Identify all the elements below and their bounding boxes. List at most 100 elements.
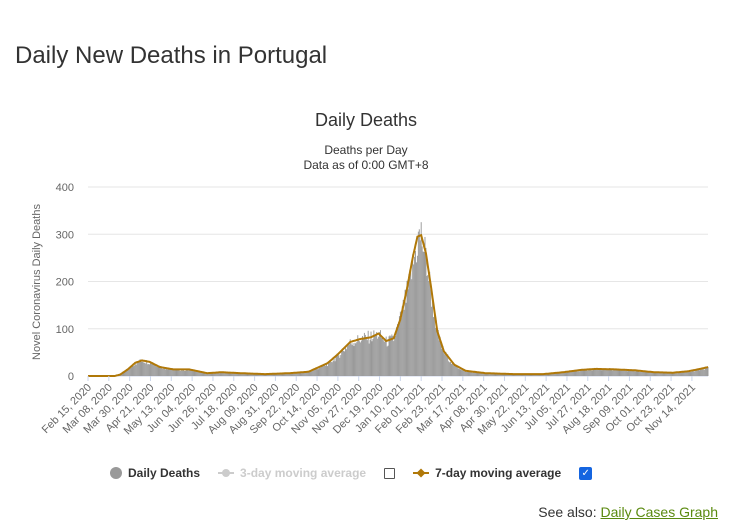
bar <box>676 372 678 376</box>
bar <box>503 374 505 376</box>
bar <box>410 269 412 376</box>
bar <box>641 371 643 376</box>
bar <box>437 330 439 376</box>
bar <box>381 336 383 376</box>
bar <box>221 372 223 376</box>
bar <box>345 349 347 376</box>
bar <box>253 374 255 376</box>
bar <box>587 370 589 376</box>
bar <box>389 335 391 376</box>
bar <box>363 332 365 376</box>
bar <box>470 371 472 376</box>
bar <box>453 363 455 376</box>
bar <box>495 374 497 376</box>
bar <box>494 373 496 376</box>
bar-series-daily-deaths <box>114 222 709 376</box>
bar <box>550 373 552 376</box>
bar <box>384 339 386 376</box>
bar <box>333 358 335 376</box>
bar <box>292 373 294 376</box>
bar <box>399 311 401 376</box>
bar <box>348 344 350 376</box>
bar <box>609 368 611 376</box>
bar <box>632 370 634 376</box>
bar <box>628 370 630 376</box>
bar <box>490 373 492 376</box>
bar <box>220 372 221 376</box>
bar <box>150 362 151 376</box>
bar <box>183 369 185 376</box>
bar <box>177 369 179 376</box>
bar <box>549 373 551 376</box>
bar <box>592 368 594 376</box>
bar <box>567 371 569 376</box>
see-also-label: See also: <box>538 504 597 520</box>
bar <box>590 368 592 376</box>
bar <box>149 364 150 376</box>
bar <box>468 371 470 376</box>
bar <box>440 343 442 376</box>
bar <box>685 371 687 376</box>
bar <box>153 364 155 376</box>
bar <box>448 361 450 376</box>
bar <box>422 251 424 376</box>
bar <box>438 340 440 376</box>
bar <box>461 370 463 376</box>
checkbox-7-day-average[interactable]: ✓ <box>579 466 593 480</box>
bar <box>679 372 681 376</box>
bar <box>624 370 626 376</box>
bar <box>415 251 416 376</box>
bar <box>611 370 613 376</box>
daily-cases-graph-link[interactable]: Daily Cases Graph <box>600 504 719 520</box>
bar <box>398 316 400 376</box>
bar <box>172 368 174 376</box>
bar <box>562 372 564 376</box>
bar <box>313 370 315 376</box>
bar <box>430 289 432 376</box>
bar <box>652 372 654 376</box>
bar <box>126 370 128 376</box>
bar <box>354 342 356 376</box>
bar <box>510 374 512 376</box>
bar <box>179 370 181 376</box>
bar <box>350 343 352 376</box>
bar <box>412 254 414 376</box>
bar <box>168 368 170 376</box>
bar <box>360 342 362 376</box>
bar <box>391 334 393 376</box>
bar <box>454 365 456 376</box>
bar <box>569 372 571 376</box>
bar <box>434 327 436 376</box>
bar <box>639 371 641 376</box>
bar <box>663 372 665 376</box>
bar <box>344 351 345 376</box>
bar <box>650 371 652 376</box>
legend-item-daily-deaths[interactable]: Daily Deaths <box>110 466 200 480</box>
bar <box>250 373 252 376</box>
bar <box>134 364 136 376</box>
bar <box>426 275 428 376</box>
legend-item-7-day-average[interactable]: 7-day moving average <box>413 466 561 480</box>
bar <box>428 280 430 376</box>
bar <box>206 373 208 376</box>
bar <box>375 334 377 376</box>
y-tick-label: 400 <box>56 182 74 194</box>
bar <box>636 371 638 376</box>
bar <box>468 371 469 376</box>
bar <box>661 373 663 376</box>
bar <box>524 374 526 376</box>
bar <box>226 372 228 376</box>
bar <box>545 374 547 376</box>
bar <box>493 373 495 376</box>
bar <box>554 373 556 376</box>
bar <box>640 371 642 376</box>
bar <box>457 368 459 376</box>
bar <box>224 372 226 376</box>
bar <box>156 366 158 376</box>
bar <box>675 373 677 376</box>
bar <box>618 370 620 376</box>
legend-item-3-day-average[interactable]: 3-day moving average <box>218 466 366 480</box>
bar <box>208 373 210 376</box>
bar <box>589 369 591 376</box>
checkbox-3-day-average[interactable] <box>384 467 396 479</box>
